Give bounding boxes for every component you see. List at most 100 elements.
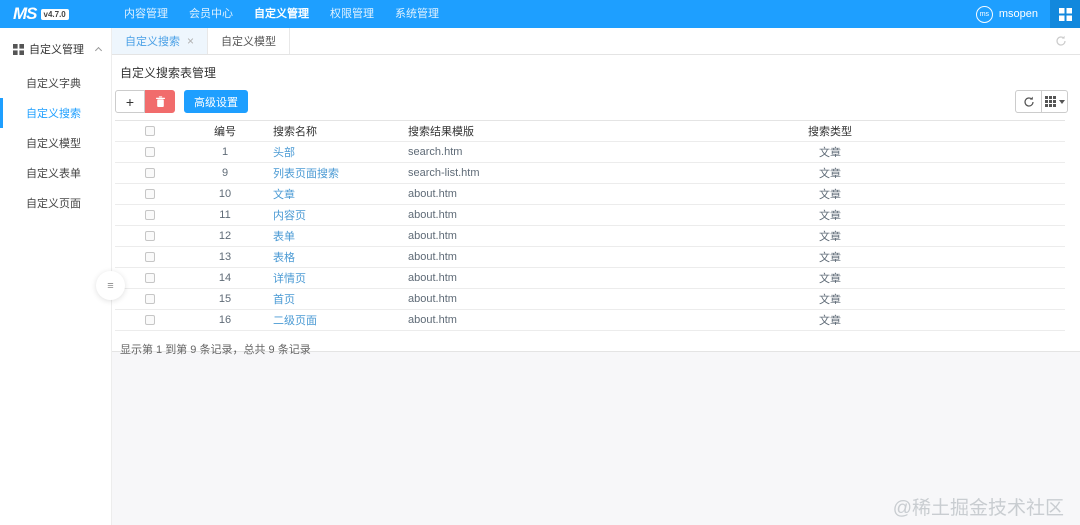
- row-name-link[interactable]: 二级页面: [273, 315, 317, 327]
- refresh-button[interactable]: [1015, 90, 1042, 113]
- refresh-icon: [1055, 35, 1067, 47]
- table-row[interactable]: 16 二级页面 about.htm 文章: [115, 309, 1065, 331]
- advanced-settings-button[interactable]: 高级设置: [184, 90, 248, 113]
- row-name-link[interactable]: 详情页: [273, 273, 306, 285]
- sidebar-group-header[interactable]: 自定义管理: [0, 28, 111, 68]
- row-template: about.htm: [400, 288, 595, 310]
- row-id: 16: [185, 309, 265, 331]
- table-row[interactable]: 1 头部 search.htm 文章: [115, 141, 1065, 163]
- table-row[interactable]: 9 列表页面搜索 search-list.htm 文章: [115, 162, 1065, 184]
- sidebar: 自定义管理 自定义字典 自定义搜索 自定义模型 自定义表单 自定义页面: [0, 28, 112, 525]
- add-button[interactable]: +: [115, 90, 145, 113]
- apps-grid-icon: [1058, 7, 1072, 21]
- columns-button[interactable]: [1041, 90, 1068, 113]
- row-name-link[interactable]: 表单: [273, 231, 295, 243]
- row-id: 11: [185, 204, 265, 226]
- row-id: 10: [185, 183, 265, 205]
- row-checkbox[interactable]: [145, 168, 155, 179]
- table-tools: [1015, 90, 1068, 113]
- select-all-checkbox[interactable]: [145, 126, 155, 137]
- row-id: 15: [185, 288, 265, 310]
- top-nav-item[interactable]: 内容管理: [124, 8, 168, 20]
- delete-button[interactable]: [145, 90, 175, 113]
- logo-text: MS: [13, 4, 37, 23]
- refresh-icon: [1023, 96, 1035, 108]
- sidebar-item[interactable]: 自定义搜索: [0, 98, 111, 128]
- row-type: 文章: [595, 183, 1065, 205]
- row-id: 1: [185, 141, 265, 163]
- row-name-link[interactable]: 文章: [273, 189, 295, 201]
- column-header-type: 搜索类型: [595, 120, 1065, 142]
- row-name-link[interactable]: 列表页面搜索: [273, 168, 339, 180]
- tab-label: 自定义模型: [221, 36, 277, 48]
- tab-reload-button[interactable]: [1042, 28, 1080, 54]
- top-navigation: 内容管理 会员中心 自定义管理 权限管理 系统管理: [120, 0, 443, 28]
- tab-custom-model[interactable]: 自定义模型: [208, 28, 291, 54]
- caret-down-icon: [1058, 99, 1065, 104]
- row-type: 文章: [595, 162, 1065, 184]
- avatar[interactable]: ms: [975, 5, 993, 23]
- row-checkbox[interactable]: [145, 147, 155, 158]
- top-nav-item[interactable]: 会员中心: [189, 8, 233, 20]
- column-header-template: 搜索结果模版: [400, 120, 595, 142]
- tab-bar: 自定义搜索 × 自定义模型: [112, 28, 1080, 55]
- row-template: about.htm: [400, 183, 595, 205]
- header-user-area: ms msopen: [975, 0, 1080, 28]
- sidebar-item-label: 自定义页面: [26, 198, 81, 210]
- top-nav-item[interactable]: 系统管理: [395, 8, 439, 20]
- row-checkbox[interactable]: [145, 315, 155, 326]
- table-row[interactable]: 12 表单 about.htm 文章: [115, 225, 1065, 247]
- table-header-row: 编号 搜索名称 搜索结果模版 搜索类型: [115, 120, 1065, 142]
- username-label[interactable]: msopen: [998, 8, 1038, 20]
- row-type: 文章: [595, 204, 1065, 226]
- table-row[interactable]: 14 详情页 about.htm 文章: [115, 267, 1065, 289]
- sidebar-menu: 自定义字典 自定义搜索 自定义模型 自定义表单 自定义页面: [0, 68, 111, 218]
- row-checkbox[interactable]: [145, 210, 155, 221]
- sidebar-item-label: 自定义表单: [26, 168, 81, 180]
- table-row[interactable]: 15 首页 about.htm 文章: [115, 288, 1065, 310]
- row-name-link[interactable]: 表格: [273, 252, 295, 264]
- hamburger-icon: ≡: [107, 279, 114, 292]
- row-template: search.htm: [400, 141, 595, 163]
- top-nav-item[interactable]: 权限管理: [330, 8, 374, 20]
- close-icon[interactable]: ×: [187, 34, 195, 48]
- row-checkbox[interactable]: [145, 294, 155, 305]
- row-checkbox[interactable]: [145, 231, 155, 242]
- row-checkbox[interactable]: [145, 189, 155, 200]
- trash-icon: [155, 95, 166, 108]
- row-type: 文章: [595, 267, 1065, 289]
- sidebar-item[interactable]: 自定义模型: [0, 128, 111, 158]
- sidebar-item-label: 自定义模型: [26, 138, 81, 150]
- app-logo: MS v4.7.0: [0, 4, 112, 24]
- tab-custom-search[interactable]: 自定义搜索 ×: [112, 28, 209, 54]
- row-type: 文章: [595, 309, 1065, 331]
- sidebar-item[interactable]: 自定义表单: [0, 158, 111, 188]
- row-checkbox[interactable]: [145, 273, 155, 284]
- column-header-id: 编号: [185, 120, 265, 142]
- top-nav-item[interactable]: 自定义管理: [254, 8, 309, 20]
- row-name-link[interactable]: 内容页: [273, 210, 306, 222]
- table-row[interactable]: 13 表格 about.htm 文章: [115, 246, 1065, 268]
- row-id: 9: [185, 162, 265, 184]
- menu-grid-icon: [13, 43, 24, 55]
- row-name-link[interactable]: 头部: [273, 147, 295, 159]
- columns-grid-icon: [1044, 96, 1056, 107]
- sidebar-item[interactable]: 自定义字典: [0, 68, 111, 98]
- table-row[interactable]: 11 内容页 about.htm 文章: [115, 204, 1065, 226]
- apps-grid-button[interactable]: [1050, 0, 1080, 28]
- table-row[interactable]: 10 文章 about.htm 文章: [115, 183, 1065, 205]
- row-template: about.htm: [400, 246, 595, 268]
- row-template: about.htm: [400, 267, 595, 289]
- row-template: about.htm: [400, 309, 595, 331]
- row-type: 文章: [595, 246, 1065, 268]
- row-type: 文章: [595, 288, 1065, 310]
- row-checkbox[interactable]: [145, 252, 155, 263]
- tab-label: 自定义搜索: [125, 36, 180, 48]
- sidebar-item[interactable]: 自定义页面: [0, 188, 111, 218]
- row-id: 12: [185, 225, 265, 247]
- row-template: about.htm: [400, 225, 595, 247]
- row-name-link[interactable]: 首页: [273, 294, 295, 306]
- row-template: search-list.htm: [400, 162, 595, 184]
- sidebar-collapse-handle[interactable]: ≡: [96, 271, 125, 300]
- row-id: 13: [185, 246, 265, 268]
